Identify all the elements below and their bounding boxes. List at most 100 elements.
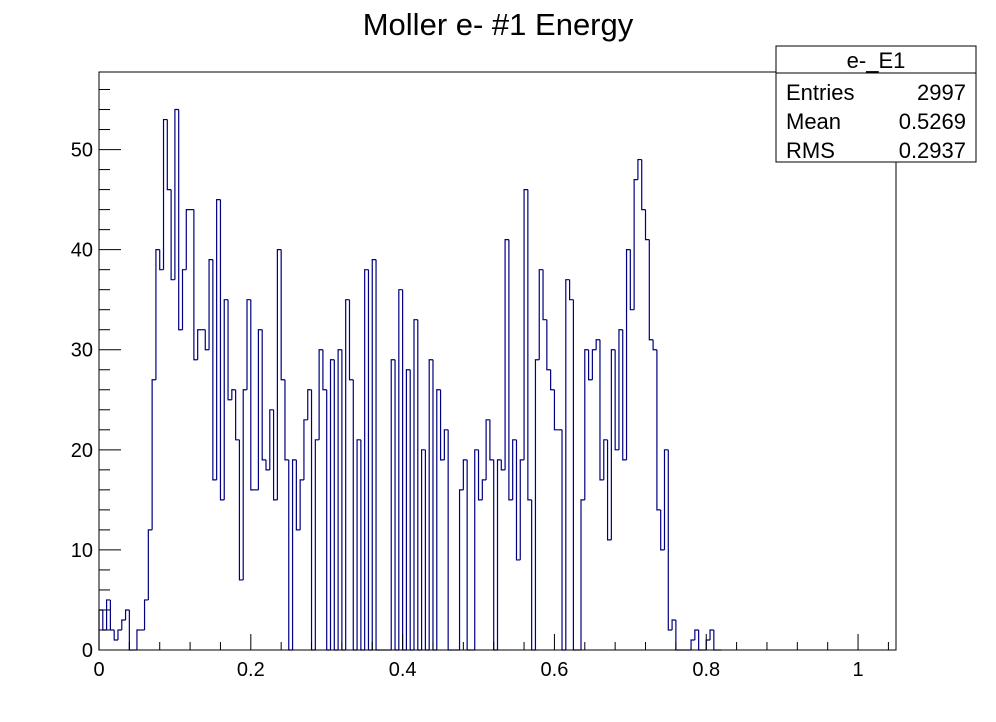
histogram-bin <box>257 329 263 490</box>
histogram-bin <box>474 449 479 650</box>
histogram-bin <box>421 449 426 650</box>
histogram-bin <box>151 379 156 530</box>
histogram-bin <box>272 409 278 501</box>
histogram-bin <box>284 379 289 461</box>
histogram-bin <box>109 599 115 631</box>
stats-row-label: Mean <box>786 109 841 134</box>
histogram-bin <box>481 479 487 500</box>
histogram-bin <box>595 339 600 350</box>
stats-row-value: 0.2937 <box>899 138 966 163</box>
y-tick-label: 40 <box>71 240 93 262</box>
histogram-bin <box>542 269 547 321</box>
histogram-bin <box>527 189 532 501</box>
histogram-bin <box>698 629 703 651</box>
histogram-bin <box>633 178 638 310</box>
histogram-bin <box>117 629 122 640</box>
histogram-bin <box>637 158 642 180</box>
histogram-bin <box>694 629 699 640</box>
histogram-bin <box>546 319 551 371</box>
histogram-bin <box>569 279 574 301</box>
histogram-bin <box>242 389 248 580</box>
histogram-bin <box>269 409 274 470</box>
histogram-bin <box>675 619 680 651</box>
histogram-bin <box>124 609 130 620</box>
histogram-bin <box>591 349 597 380</box>
histogram-bin <box>523 189 528 460</box>
histogram-bin <box>299 479 304 530</box>
histogram-bin <box>375 259 380 651</box>
histogram-bin <box>303 419 308 480</box>
x-tick-label: 0.8 <box>692 659 720 681</box>
chart-title: Moller e- #1 Energy <box>363 7 634 42</box>
histogram-bin <box>280 249 285 381</box>
histogram-bin <box>227 299 232 401</box>
histogram-bin <box>428 359 433 650</box>
histogram-bin <box>121 619 126 630</box>
histogram-bin <box>462 459 468 490</box>
histogram-bin <box>667 449 673 631</box>
histogram-bin <box>238 439 244 581</box>
y-tick-label: 30 <box>71 340 93 362</box>
y-tick-label: 50 <box>71 140 93 162</box>
histogram-bin <box>641 159 646 211</box>
histogram-bin <box>197 329 202 360</box>
histogram-bin <box>644 209 650 241</box>
histogram-bin <box>622 329 627 461</box>
x-tick-label: 0 <box>93 659 104 681</box>
histogram-bin <box>485 419 490 480</box>
histogram-bin <box>185 209 191 270</box>
histogram-bin <box>625 249 631 460</box>
histogram-bin <box>648 239 654 341</box>
histogram-bin <box>508 239 513 501</box>
histogram-bin <box>390 359 396 650</box>
histogram-bin <box>170 189 175 281</box>
histogram-bin <box>436 389 441 650</box>
histogram-bin <box>690 639 695 650</box>
stats-box-frame <box>775 45 977 163</box>
histogram-bin <box>295 459 301 531</box>
histogram-bin <box>147 529 153 600</box>
x-tick-label: 0.2 <box>237 659 265 681</box>
histogram-bin <box>174 108 179 280</box>
histogram-bin <box>159 249 164 271</box>
histogram-layer <box>98 108 722 651</box>
x-tick-label: 1 <box>852 659 863 681</box>
histogram-bin <box>504 239 509 470</box>
histogram-bin <box>656 349 661 511</box>
histogram-bin <box>307 389 312 420</box>
histogram-bin <box>113 629 118 641</box>
histogram-bin <box>337 349 342 650</box>
histogram-bin <box>276 249 282 500</box>
histogram-bin <box>413 319 418 650</box>
histogram-bin <box>705 639 711 650</box>
histogram-bin <box>618 329 623 450</box>
histogram-bin <box>219 199 225 501</box>
histogram-bin <box>223 299 229 500</box>
histogram-bin <box>606 439 612 541</box>
histogram-bin <box>519 459 525 560</box>
histogram-bin <box>208 259 213 350</box>
histogram-bin <box>364 269 369 650</box>
histogram-bin <box>458 489 464 650</box>
histogram-bin <box>550 369 555 391</box>
histogram-bin <box>261 329 266 461</box>
histogram-bin <box>496 459 502 650</box>
histogram-bin <box>477 449 483 501</box>
histogram-bin <box>265 459 270 471</box>
histogram-bin <box>587 349 593 381</box>
histogram-bin <box>515 439 521 561</box>
y-tick-label: 0 <box>82 640 93 662</box>
histogram-bin <box>439 389 445 461</box>
histogram-bin <box>143 599 149 630</box>
histogram-bin <box>371 259 377 650</box>
histogram-bin <box>500 459 506 471</box>
histogram-bin <box>709 629 714 640</box>
histogram-bin <box>489 419 494 461</box>
histogram-bin <box>572 299 578 651</box>
stats-row-label: RMS <box>786 138 835 163</box>
histogram-bin <box>178 109 183 331</box>
histogram-bin <box>660 509 665 551</box>
histogram-bin <box>512 439 517 500</box>
histogram-bin <box>565 279 570 650</box>
